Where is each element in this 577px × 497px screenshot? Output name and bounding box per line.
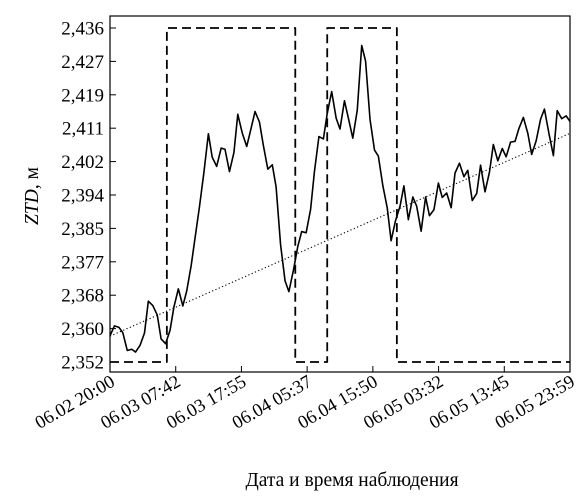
y-tick-label: 2,419 [61, 85, 104, 106]
y-tick-label: 2,385 [61, 219, 104, 240]
y-tick-label: 2,394 [61, 186, 104, 207]
series-layer [109, 27, 571, 363]
y-tick-label: 2,368 [61, 286, 104, 307]
x-axis-title: Дата и время наблюдения [245, 470, 458, 491]
y-tick-label: 2,360 [61, 319, 104, 340]
y-axis-title-italic: ZTD [22, 189, 43, 225]
y-tick-label: 2,411 [62, 119, 104, 140]
series-solid-line [109, 44, 571, 353]
y-tick-label: 2,352 [61, 353, 104, 374]
series-dashed-line [110, 27, 570, 363]
y-tick-label: 2,377 [61, 252, 104, 273]
y-tick-label: 2,402 [61, 152, 104, 173]
y-axis-title-unit: , м [22, 167, 43, 189]
y-axis-ticks: 2,352 2,360 2,368 2,377 2,385 2,394 2,402 2,411… [61, 19, 116, 374]
y-axis-title: ZTD, м [22, 167, 43, 225]
plot-frame [109, 15, 571, 373]
y-tick-label: 2,436 [61, 19, 104, 40]
y-tick-label: 2,427 [61, 52, 104, 73]
series-dotted-trend-line [109, 132, 571, 337]
